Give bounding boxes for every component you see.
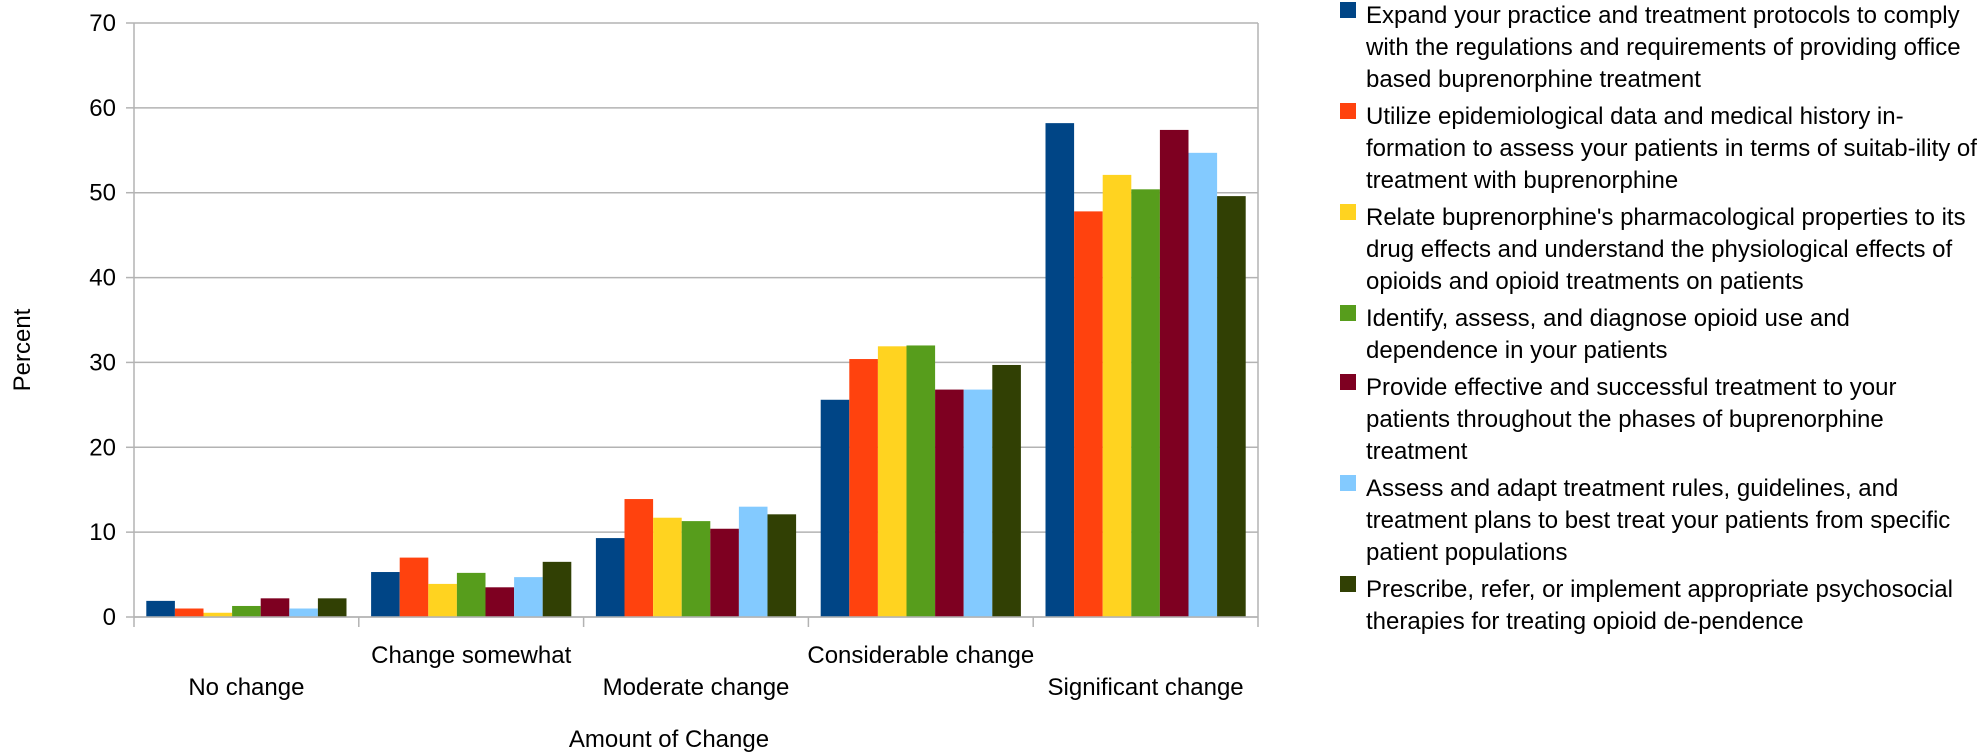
legend-label: Expand your practice and treatment proto… <box>1366 2 1961 93</box>
legend-item: Utilize epidemiological data and medical… <box>1340 101 1980 197</box>
bar <box>1159 129 1189 618</box>
y-axis-label: Percent <box>9 308 36 391</box>
y-tick-label: 50 <box>89 180 116 207</box>
bar <box>681 521 711 617</box>
legend-item: Assess and adapt treatment rules, guidel… <box>1340 473 1980 569</box>
legend-item: Provide effective and successful treatme… <box>1340 372 1980 468</box>
bar <box>260 598 290 617</box>
gridlines <box>134 22 1258 618</box>
bar <box>738 506 768 617</box>
bar <box>820 399 850 617</box>
y-tick-label: 0 <box>103 604 116 631</box>
legend-swatch <box>1340 475 1356 491</box>
bar <box>456 572 486 617</box>
bar <box>232 605 261 617</box>
bar <box>595 538 625 617</box>
legend-label: Assess and adapt treatment rules, guidel… <box>1366 475 1951 566</box>
bars <box>146 123 1246 618</box>
bar <box>1131 189 1160 617</box>
bar <box>174 608 204 617</box>
legend: Expand your practice and treatment proto… <box>1340 0 1980 643</box>
legend-label: Identify, assess, and diagnose opioid us… <box>1366 305 1850 364</box>
legend-item: Identify, assess, and diagnose opioid us… <box>1340 303 1980 367</box>
bar <box>203 612 233 617</box>
bar <box>1045 123 1075 617</box>
bar <box>963 389 993 617</box>
bar <box>317 598 347 617</box>
legend-swatch <box>1340 2 1356 18</box>
bar <box>1074 211 1103 617</box>
y-tick-label: 70 <box>89 10 116 37</box>
legend-label: Relate buprenorphine's pharmacological p… <box>1366 204 1966 295</box>
y-tick-label: 20 <box>89 434 116 461</box>
x-tick-label: Significant change <box>1048 674 1244 701</box>
bar <box>710 528 739 617</box>
bar <box>1188 152 1218 617</box>
x-tick-labels: No change Change somewhat Moderate change C… <box>188 642 1243 701</box>
y-tick-label: 30 <box>89 349 116 376</box>
bar <box>542 561 572 617</box>
bar <box>428 583 457 617</box>
legend-label: Provide effective and successful treatme… <box>1366 374 1897 465</box>
legend-swatch <box>1340 204 1356 220</box>
legend-label: Utilize epidemiological data and medical… <box>1366 103 1977 194</box>
y-tick-label: 60 <box>89 95 116 122</box>
x-tick-label: Moderate change <box>603 674 790 701</box>
bar <box>1217 196 1246 617</box>
y-tick-labels: 0 10 20 30 40 50 60 70 <box>89 10 116 631</box>
bar <box>289 608 318 617</box>
axes <box>126 22 1259 627</box>
bar <box>877 346 907 617</box>
legend-swatch <box>1340 305 1356 321</box>
legend-swatch <box>1340 103 1356 119</box>
bar <box>624 499 654 617</box>
bar <box>146 600 175 617</box>
x-axis-label: Amount of Change <box>569 726 769 752</box>
legend-swatch <box>1340 576 1356 592</box>
legend-label: Prescribe, refer, or implement appropria… <box>1366 576 1953 635</box>
bar <box>1102 174 1132 617</box>
legend-item: Prescribe, refer, or implement appropria… <box>1340 574 1980 638</box>
bar <box>906 345 936 617</box>
legend-item: Relate buprenorphine's pharmacological p… <box>1340 202 1980 298</box>
bar <box>485 587 515 617</box>
legend-swatch <box>1340 374 1356 390</box>
bar <box>849 359 878 617</box>
x-tick-label: No change <box>188 674 304 701</box>
bar <box>399 557 429 617</box>
y-tick-label: 40 <box>89 265 116 292</box>
bar <box>767 514 797 617</box>
bar <box>935 389 964 617</box>
legend-item: Expand your practice and treatment proto… <box>1340 0 1980 96</box>
x-tick-label: Considerable change <box>807 642 1034 669</box>
bar-chart: 0 10 20 30 40 50 60 70 No change Change somewhat… <box>9 10 1259 752</box>
bar <box>653 517 682 617</box>
bar <box>514 577 543 617</box>
y-tick-label: 10 <box>89 519 116 546</box>
bar <box>371 572 400 617</box>
bar <box>992 364 1021 617</box>
x-tick-label: Change somewhat <box>371 642 571 669</box>
